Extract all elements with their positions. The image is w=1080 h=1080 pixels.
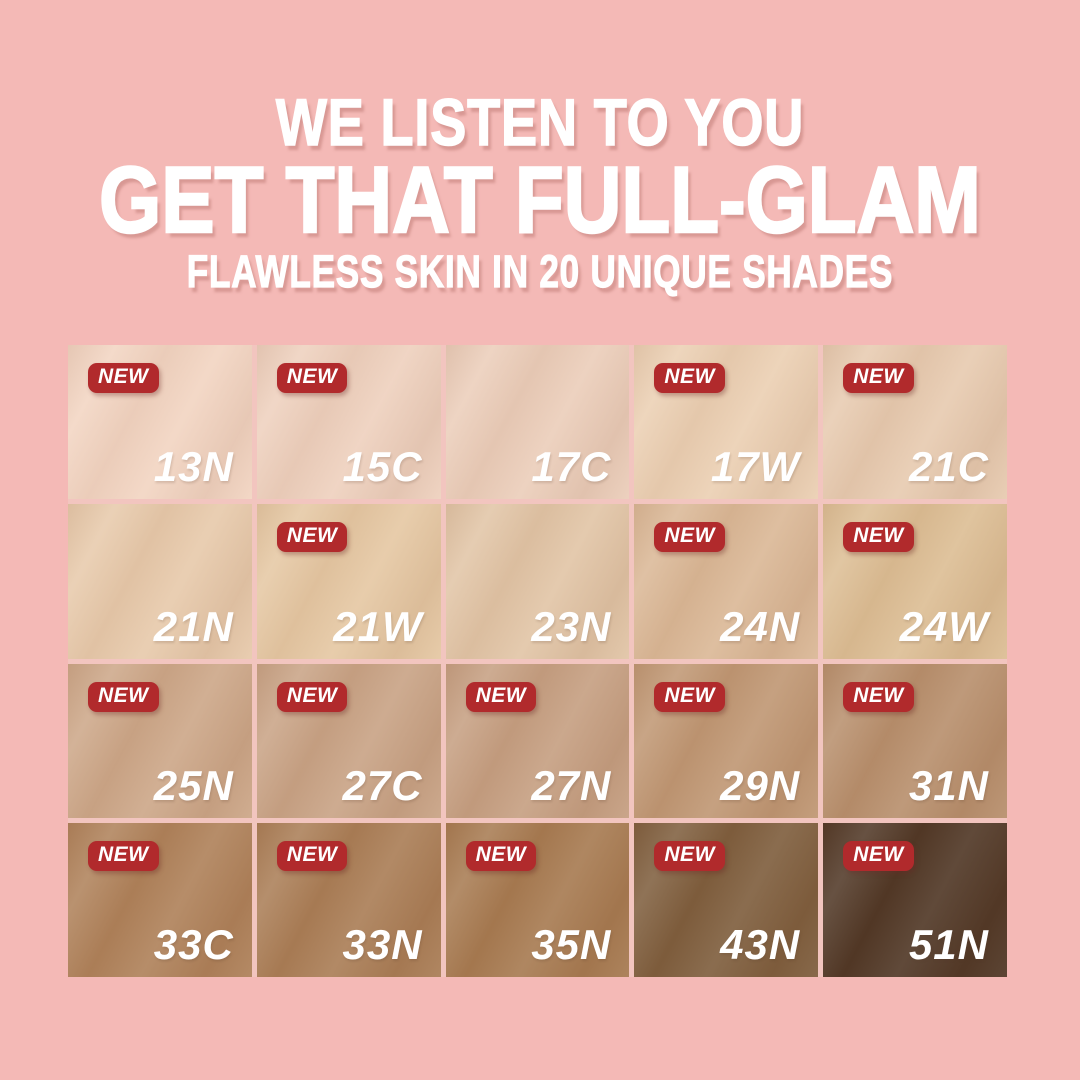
shade-grid: NEW 13N NEW 15C 17C NEW 17W NEW 21C 21N NEW 21W 23N N… [68,345,1007,977]
shade-swatch-51n: NEW 51N [823,822,1007,977]
headline-line1: WE LISTEN TO YOU [275,84,805,160]
headline-line3: FLAWLESS SKIN IN 20 UNIQUE SHADES [186,245,894,297]
new-badge: NEW [654,840,725,871]
shade-label: 21C [908,443,989,491]
shade-label: 13N [153,443,234,491]
shade-swatch-25n: NEW 25N [68,663,252,818]
shade-label: 43N [720,921,801,968]
new-badge: NEW [843,522,914,553]
shade-label: 33C [153,921,234,968]
shade-swatch-21n: 21N [68,504,252,659]
shade-label: 31N [908,761,989,809]
new-badge: NEW [654,681,725,712]
shade-swatch-24w: NEW 24W [823,504,1007,659]
shade-swatch-43n: NEW 43N [634,822,819,977]
shade-label: 24N [720,602,801,650]
shade-swatch-17c: 17C [445,345,630,500]
new-badge: NEW [843,681,914,712]
new-badge: NEW [88,681,159,712]
shade-swatch-35n: NEW 35N [445,822,630,977]
new-badge: NEW [654,363,725,393]
shade-swatch-33n: NEW 33N [256,822,441,977]
shade-label: 23N [531,602,612,650]
new-badge: NEW [276,840,348,871]
shade-swatch-13n: NEW 13N [68,345,252,500]
new-badge: NEW [843,363,914,393]
shade-label: 15C [342,443,423,491]
shade-swatch-24n: NEW 24N [634,504,819,659]
shade-label: 35N [531,921,612,968]
new-badge: NEW [654,522,725,553]
shade-label: 24W [899,602,989,650]
shade-swatch-27n: NEW 27N [445,663,630,818]
shade-label: 29N [720,761,801,809]
shade-label: 27C [342,761,423,809]
new-badge: NEW [843,840,914,871]
new-badge: NEW [276,522,348,553]
shade-label: 27N [531,761,612,809]
new-badge: NEW [465,840,537,871]
new-badge: NEW [88,363,159,393]
shade-label: 33N [342,921,423,968]
shade-label: 21N [153,602,234,650]
shade-swatch-31n: NEW 31N [823,663,1007,818]
shade-swatch-21c: NEW 21C [823,345,1007,500]
headline-line2: GET THAT FULL-GLAM [98,146,982,254]
shade-swatch-15c: NEW 15C [256,345,441,500]
new-badge: NEW [88,840,159,871]
shade-swatch-33c: NEW 33C [68,822,252,977]
shade-label: 51N [908,921,989,968]
shade-label: 25N [153,761,234,809]
shade-swatch-21w: NEW 21W [256,504,441,659]
new-badge: NEW [276,363,348,393]
new-badge: NEW [465,681,537,712]
shade-label: 17W [710,443,801,491]
shade-swatch-17w: NEW 17W [634,345,819,500]
shade-swatch-23n: 23N [445,504,630,659]
shade-label: 17C [531,443,612,491]
shade-label: 21W [333,602,423,650]
new-badge: NEW [276,681,348,712]
shade-swatch-27c: NEW 27C [256,663,441,818]
shade-swatch-29n: NEW 29N [634,663,819,818]
